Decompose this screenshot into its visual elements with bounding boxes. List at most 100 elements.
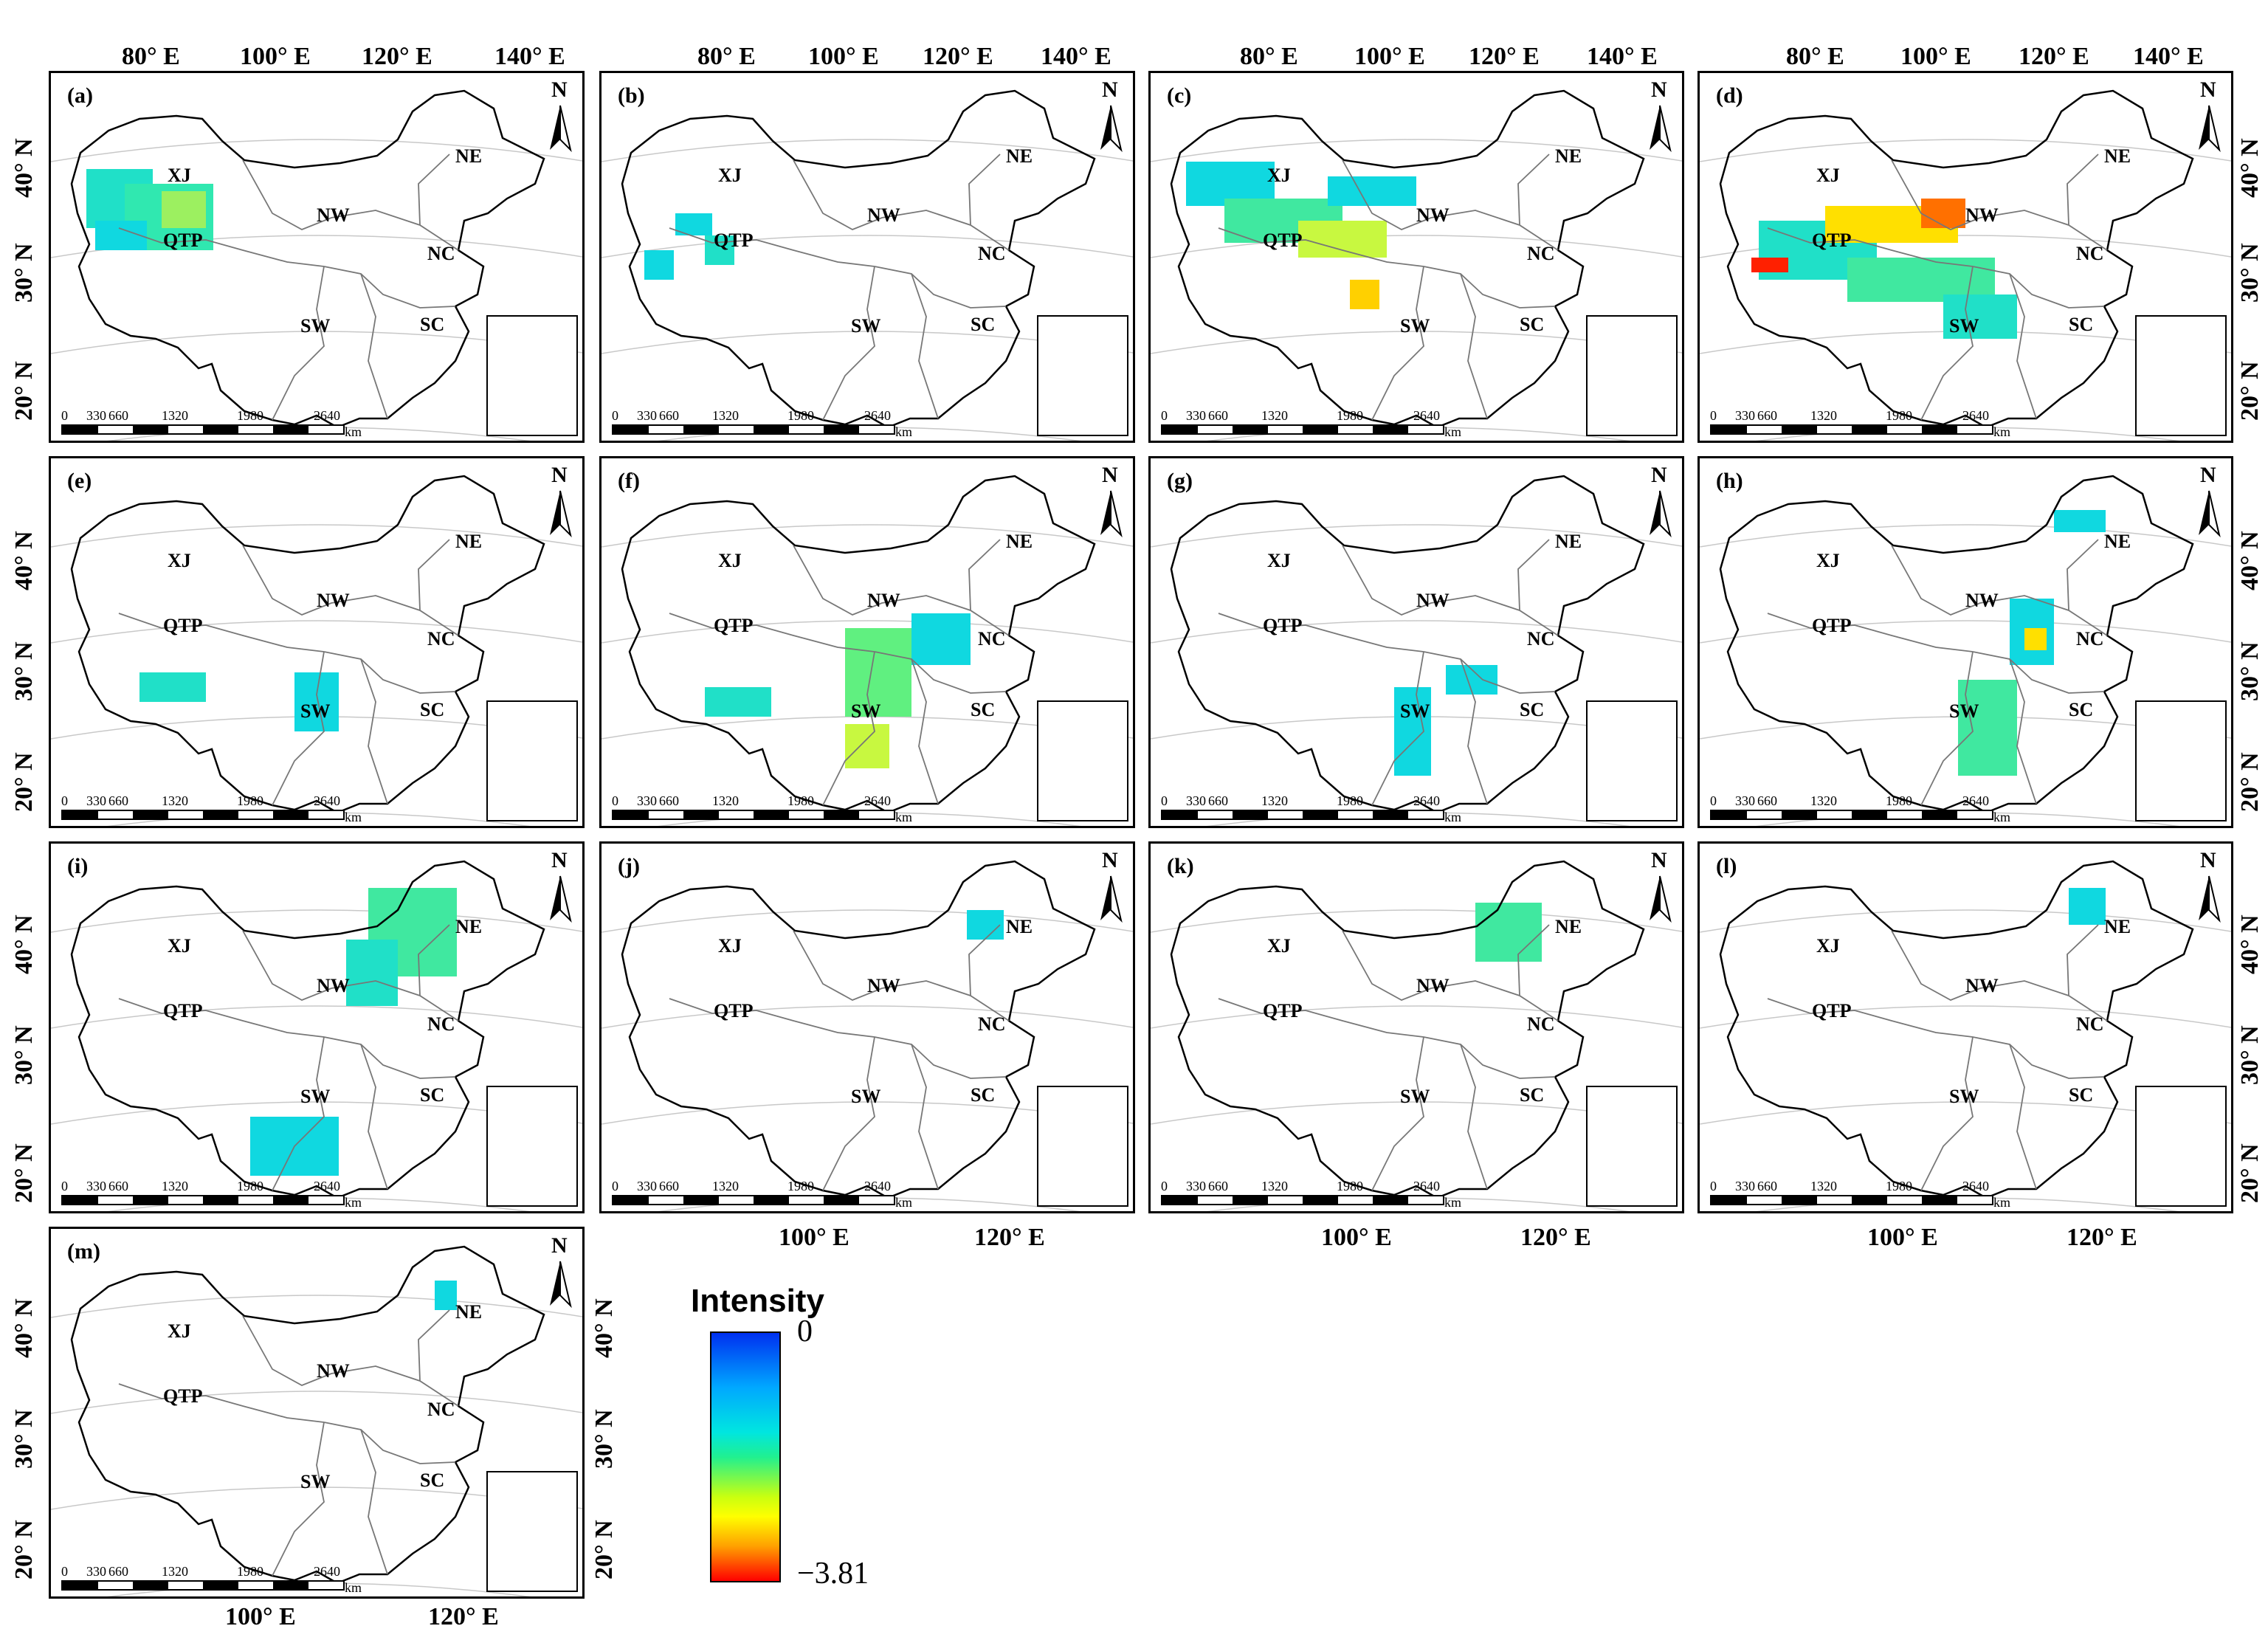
- scale-unit: km: [895, 1195, 913, 1210]
- south-china-sea-inset: [1586, 315, 1678, 436]
- region-label-xj: XJ: [168, 935, 191, 957]
- region-label-sc: SC: [420, 1470, 445, 1491]
- south-china-sea-inset: [486, 1471, 578, 1592]
- north-label: N: [551, 1233, 568, 1258]
- region-boundary: [418, 154, 450, 226]
- scale-value: 2640: [1962, 1179, 1989, 1193]
- region-boundary: [669, 227, 875, 267]
- graticule-line: [51, 1295, 582, 1318]
- region-label-nc: NC: [1527, 243, 1555, 264]
- south-china-sea-inset: [1037, 700, 1128, 821]
- region-boundary: [418, 1309, 450, 1382]
- region-label-qtp: QTP: [1263, 1000, 1303, 1021]
- scale-value: 2640: [864, 408, 891, 423]
- tick-left-r3-40n: 40° N: [10, 914, 38, 974]
- region-boundary: [1342, 545, 1559, 636]
- tick-top-a-140e: 140° E: [494, 43, 565, 70]
- north-arrow-icon: [1100, 106, 1111, 150]
- scale-bar: 0 330 660 1320 1980 2640 km: [61, 1564, 386, 1595]
- region-label-ne: NE: [1555, 916, 1582, 937]
- tick-left-r4-20n: 20° N: [10, 1520, 38, 1579]
- map-panel-k: (k) N XJ NW NE QTP NC SW SC 0 330 660 1320 1980 2640 km: [1148, 841, 1684, 1213]
- scale-value: 1320: [712, 793, 739, 808]
- region-boundary: [911, 273, 939, 419]
- tick-bottom-j-100e: 100° E: [779, 1224, 849, 1251]
- scale-value: 330: [1186, 1179, 1206, 1193]
- scale-bar: 0 330 660 1320 1980 2640 km: [1710, 408, 2035, 439]
- north-arrow-icon: [2199, 106, 2209, 150]
- south-china-sea-inset: [486, 700, 578, 821]
- region-label-sc: SC: [2069, 314, 2094, 335]
- scale-bar: 0 330 660 1320 1980 2640 km: [1161, 793, 1486, 824]
- map-panel-m: (m) N XJ NW NE QTP NC SW SC 0 330 660 1320 1980 2640 km: [49, 1227, 585, 1599]
- region-label-nw: NW: [317, 204, 350, 226]
- region-boundary: [1423, 266, 1556, 309]
- region-boundary: [669, 998, 875, 1038]
- region-label-ne: NE: [1555, 531, 1582, 552]
- region-boundary: [1460, 273, 1488, 419]
- region-label-nc: NC: [2076, 628, 2104, 650]
- tick-right-r2-20n: 20° N: [2236, 752, 2264, 812]
- map-panel-i: (i) N XJ NW NE QTP NC SW SC 0 330 660 1320 1980 2640 km: [49, 841, 585, 1213]
- region-label-sc: SC: [971, 699, 996, 720]
- region-label-sc: SC: [1520, 699, 1545, 720]
- scale-bar: 0 330 660 1320 1980 2640 km: [1710, 1179, 2035, 1210]
- north-label: N: [1651, 848, 1667, 872]
- tick-bottom-k-100e: 100° E: [1321, 1224, 1392, 1251]
- north-label: N: [1651, 463, 1667, 487]
- region-label-xj: XJ: [1816, 550, 1840, 571]
- north-label: N: [2200, 463, 2216, 487]
- region-label-ne: NE: [2104, 145, 2131, 167]
- scale-value: 1980: [1337, 1179, 1363, 1193]
- region-label-xj: XJ: [1267, 165, 1291, 186]
- panel-label-d: (d): [1716, 83, 1743, 108]
- region-boundary: [2009, 273, 2037, 419]
- region-label-xj: XJ: [1267, 550, 1291, 571]
- scale-value: 330: [1735, 793, 1755, 808]
- panel-label-e: (e): [67, 469, 92, 493]
- region-label-qtp: QTP: [1812, 230, 1852, 251]
- region-boundary: [1218, 227, 1424, 267]
- tick-top-a-80e: 80° E: [122, 43, 180, 70]
- region-boundary: [1460, 658, 1488, 805]
- tick-right-r3-40n: 40° N: [2236, 914, 2264, 974]
- region-boundary: [272, 651, 325, 806]
- graticule-line: [51, 139, 582, 162]
- region-boundary: [874, 651, 1007, 694]
- region-boundary: [793, 930, 1010, 1021]
- region-boundary: [242, 545, 459, 636]
- scale-unit: km: [345, 810, 362, 824]
- region-label-nw: NW: [317, 590, 350, 611]
- tick-right-m-20n: 20° N: [590, 1520, 618, 1579]
- north-arrow-icon: [1650, 491, 1660, 535]
- tick-right-r1-40n: 40° N: [2236, 138, 2264, 198]
- tick-left-r2-20n: 20° N: [10, 752, 38, 812]
- region-boundary: [323, 651, 456, 694]
- tick-left-r3-30n: 30° N: [10, 1025, 38, 1085]
- region-boundary: [323, 1422, 456, 1464]
- scale-value: 1980: [1337, 793, 1363, 808]
- china-outline: [1719, 860, 2194, 1199]
- intensity-cell-m-0: [435, 1281, 457, 1310]
- map-svg-i: [51, 860, 582, 1211]
- scale-unit: km: [1993, 424, 2011, 439]
- china-outline: [70, 1245, 545, 1585]
- scale-unit: km: [1993, 1195, 2011, 1210]
- intensity-cell-h-3: [1958, 680, 2017, 776]
- scale-value: 330: [1735, 408, 1755, 423]
- north-arrow-icon: [1650, 876, 1660, 920]
- map-panel-g: (g) N XJ NW NE QTP NC SW SC 0 330 660 1320 1980 2640 km: [1148, 456, 1684, 828]
- scale-value: 660: [1757, 1179, 1777, 1193]
- region-label-xj: XJ: [718, 550, 742, 571]
- legend-title: Intensity: [691, 1283, 824, 1319]
- scale-value: 330: [1186, 408, 1206, 423]
- intensity-cell-b-1: [644, 250, 674, 280]
- scale-value: 2640: [1962, 408, 1989, 423]
- map-svg-e: [51, 475, 582, 826]
- scale-value: 0: [612, 1179, 618, 1193]
- region-boundary: [911, 1044, 939, 1190]
- graticule-line: [1151, 909, 1682, 933]
- tick-top-b-100e: 100° E: [808, 43, 879, 70]
- region-label-nc: NC: [427, 243, 455, 264]
- scale-value: 0: [61, 793, 68, 808]
